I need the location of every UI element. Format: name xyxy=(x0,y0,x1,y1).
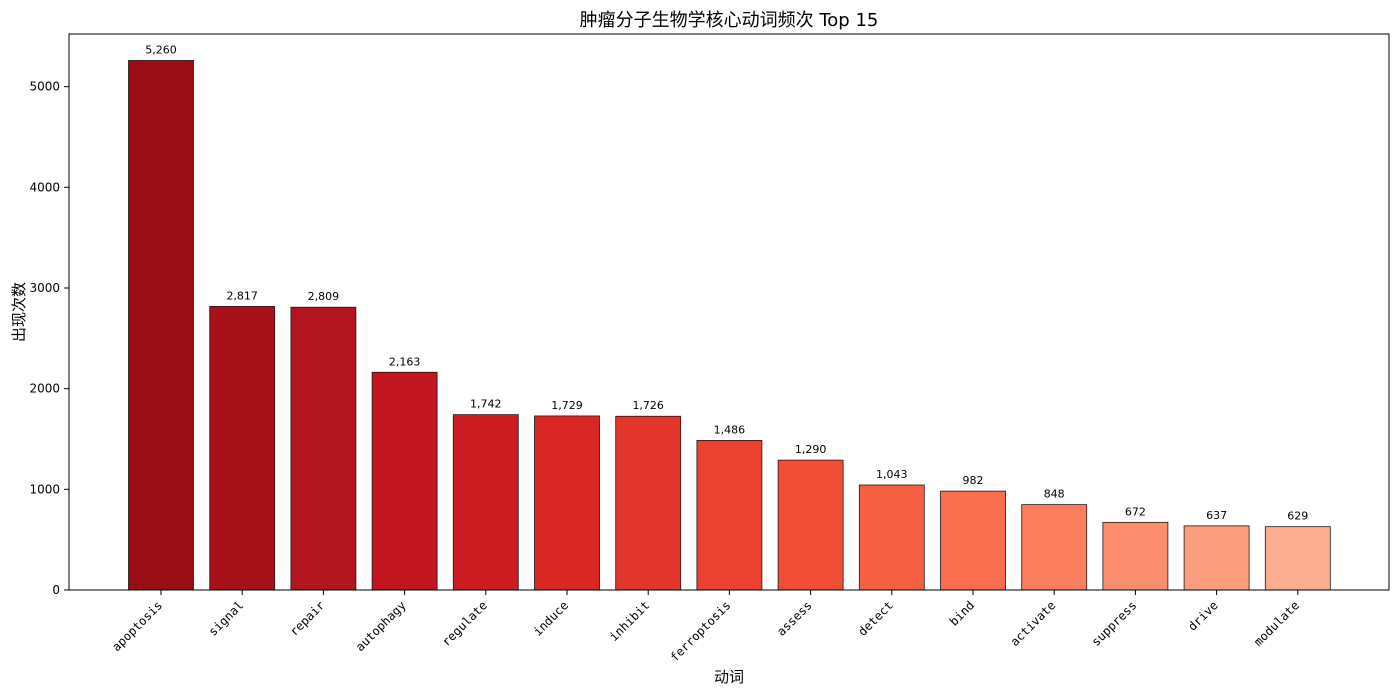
x-tick-label-bind: bind xyxy=(947,598,977,628)
data-label-inhibit: 1,726 xyxy=(632,399,664,412)
x-tick-label-modulate: modulate xyxy=(1251,598,1302,649)
bar-modulate xyxy=(1264,526,1331,591)
data-label-signal: 2,817 xyxy=(226,289,258,302)
x-axis-ticks: apoptosis signal repair autophagy regulate in… xyxy=(109,590,1302,664)
x-tick-label-suppress: suppress xyxy=(1089,598,1140,649)
data-labels-group: 5,260 2,817 2,809 2,163 1,742 1,729 1,726 1,486… xyxy=(145,43,1308,522)
data-label-bind: 982 xyxy=(963,474,984,487)
bar-assess xyxy=(777,459,844,591)
bar-regulate xyxy=(452,414,519,591)
y-axis-label: 出现次数 xyxy=(10,282,28,342)
bar-drive xyxy=(1183,525,1250,591)
bar-bind xyxy=(940,490,1006,591)
bar-induce xyxy=(534,415,600,591)
bar-suppress xyxy=(1102,521,1169,591)
data-label-activate: 848 xyxy=(1044,488,1065,501)
bars-group xyxy=(128,60,1331,591)
y-axis-ticks: 0 1000 2000 3000 4000 5000 xyxy=(29,80,69,597)
x-tick-label-assess: assess xyxy=(774,598,815,639)
data-label-autophagy: 2,163 xyxy=(389,355,421,368)
x-tick-label-ferroptosis: ferroptosis xyxy=(667,598,733,664)
x-tick-label-inhibit: inhibit xyxy=(607,598,653,644)
data-label-induce: 1,729 xyxy=(551,399,583,412)
data-label-suppress: 672 xyxy=(1125,505,1146,518)
x-tick-label-repair: repair xyxy=(287,598,328,639)
bar-ferroptosis xyxy=(696,440,763,591)
data-label-apoptosis: 5,260 xyxy=(145,43,177,56)
bar-repair xyxy=(290,306,357,591)
y-tick-label: 4000 xyxy=(29,180,60,194)
data-label-ferroptosis: 1,486 xyxy=(714,423,746,436)
x-tick-label-autophagy: autophagy xyxy=(353,598,409,654)
data-label-regulate: 1,742 xyxy=(470,398,502,411)
y-tick-label: 2000 xyxy=(29,382,60,396)
chart-title: 肿瘤分子生物学核心动词频次 Top 15 xyxy=(580,10,879,31)
x-axis-label: 动词 xyxy=(714,668,744,686)
data-label-repair: 2,809 xyxy=(308,290,340,303)
bar-inhibit xyxy=(615,415,682,591)
bar-activate xyxy=(1021,504,1088,591)
x-tick-label-regulate: regulate xyxy=(439,598,490,649)
bar-apoptosis xyxy=(128,60,194,591)
x-tick-label-activate: activate xyxy=(1008,598,1059,649)
bar-signal xyxy=(209,306,276,591)
data-label-drive: 637 xyxy=(1206,509,1227,522)
y-tick-label: 0 xyxy=(52,583,60,597)
bar-autophagy xyxy=(371,371,438,591)
data-label-modulate: 629 xyxy=(1287,510,1308,523)
data-label-assess: 1,290 xyxy=(795,443,827,456)
data-label-detect: 1,043 xyxy=(876,468,908,481)
y-tick-label: 1000 xyxy=(29,482,60,496)
y-tick-label: 5000 xyxy=(29,80,60,94)
bar-detect xyxy=(858,484,925,591)
y-tick-label: 3000 xyxy=(29,281,60,295)
plot-frame xyxy=(68,33,1390,591)
x-tick-label-detect: detect xyxy=(855,598,896,639)
x-tick-label-signal: signal xyxy=(206,598,247,639)
x-tick-label-apoptosis: apoptosis xyxy=(109,598,165,654)
x-tick-label-induce: induce xyxy=(531,598,572,639)
x-tick-label-drive: drive xyxy=(1185,598,1220,633)
